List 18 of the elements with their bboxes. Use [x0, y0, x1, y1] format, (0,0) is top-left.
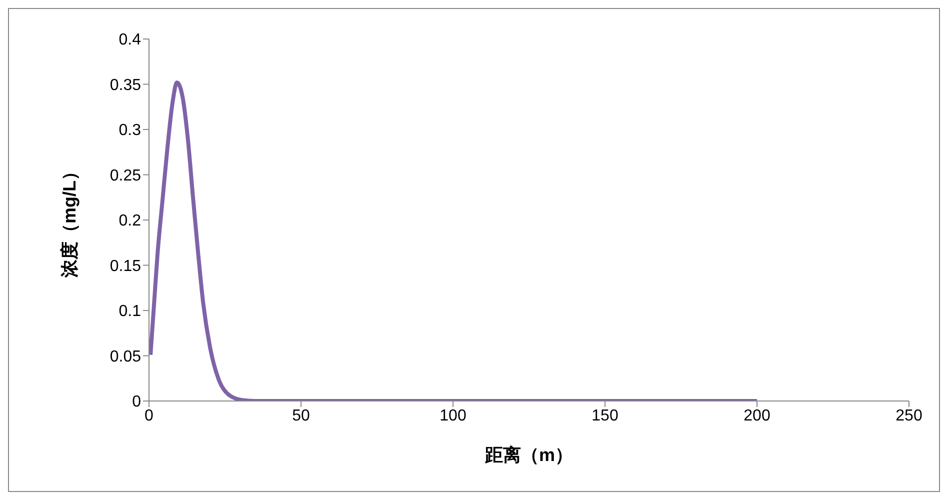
- y-tick-label: 0.2: [118, 212, 142, 230]
- line-series: [149, 80, 759, 401]
- x-tick-label: 100: [440, 407, 466, 424]
- x-tick-label: 200: [744, 407, 770, 424]
- y-tick-label: 0.05: [110, 348, 142, 366]
- y-tick-label: 0.1: [118, 303, 142, 320]
- x-tick-label: 0: [144, 407, 154, 424]
- x-tick-label: 50: [292, 407, 310, 424]
- y-tick-label: 0: [132, 394, 142, 411]
- x-tick-label: 250: [896, 407, 922, 424]
- y-tick-label: 0.15: [110, 258, 142, 275]
- y-tick-label: 0.35: [110, 76, 142, 94]
- y-tick-label: 0.25: [110, 167, 142, 184]
- y-tick-label: 0.4: [118, 32, 142, 49]
- y-axis-title: 浓度（mg/L）: [59, 162, 80, 278]
- x-tick-label: 150: [592, 407, 618, 424]
- x-axis-title: 距离（m）: [484, 445, 574, 465]
- y-tick-label: 0.3: [118, 122, 142, 140]
